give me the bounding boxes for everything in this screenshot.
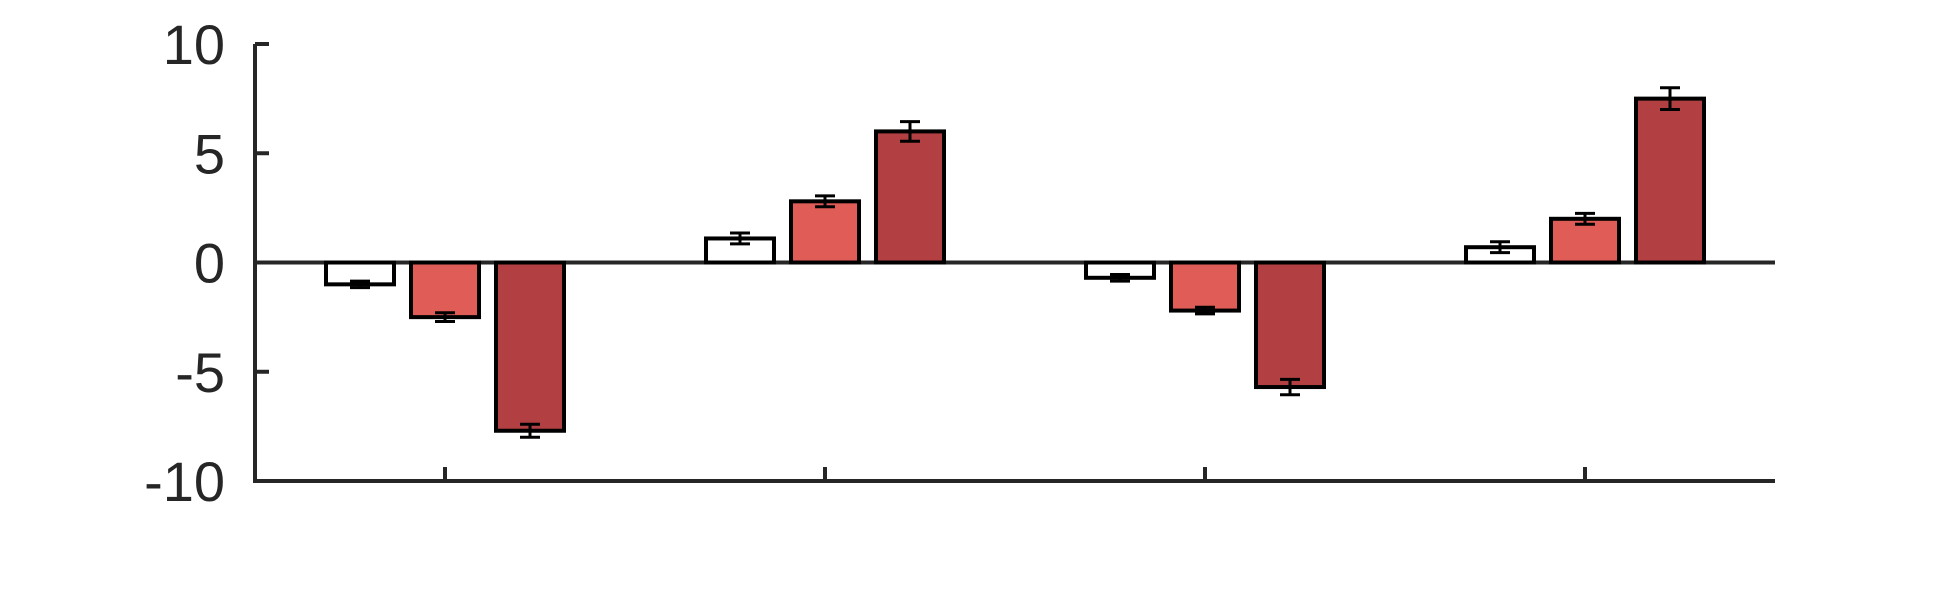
y-tick-label: -10	[144, 450, 225, 513]
error-bar	[435, 311, 455, 323]
y-tick-label: 0	[194, 232, 225, 295]
error-bars	[350, 86, 1680, 439]
bar	[1169, 260, 1241, 313]
error-bar	[1490, 240, 1510, 255]
bar	[409, 260, 481, 320]
error-bar	[1110, 273, 1130, 283]
bar	[789, 199, 861, 265]
error-bar	[815, 194, 835, 209]
bars	[324, 96, 1706, 433]
error-bar	[1575, 211, 1595, 226]
x-ticks	[443, 467, 1587, 481]
error-bar	[1280, 377, 1300, 397]
y-tick-label: -5	[175, 341, 225, 404]
y-tick-label: 5	[194, 122, 225, 185]
bar	[1254, 260, 1326, 390]
error-bar	[350, 279, 370, 290]
axes	[253, 44, 1775, 483]
error-bar	[900, 120, 920, 143]
y-tick-label: 10	[163, 13, 225, 76]
bar	[1549, 216, 1621, 265]
error-bar	[730, 231, 750, 246]
error-bar	[1195, 305, 1215, 316]
error-bar	[1660, 86, 1680, 112]
bar	[874, 129, 946, 265]
error-bar	[520, 422, 540, 439]
y-ticks: 10 5 0 -5 -10	[144, 13, 269, 513]
bar	[1634, 96, 1706, 265]
bar	[494, 260, 566, 433]
